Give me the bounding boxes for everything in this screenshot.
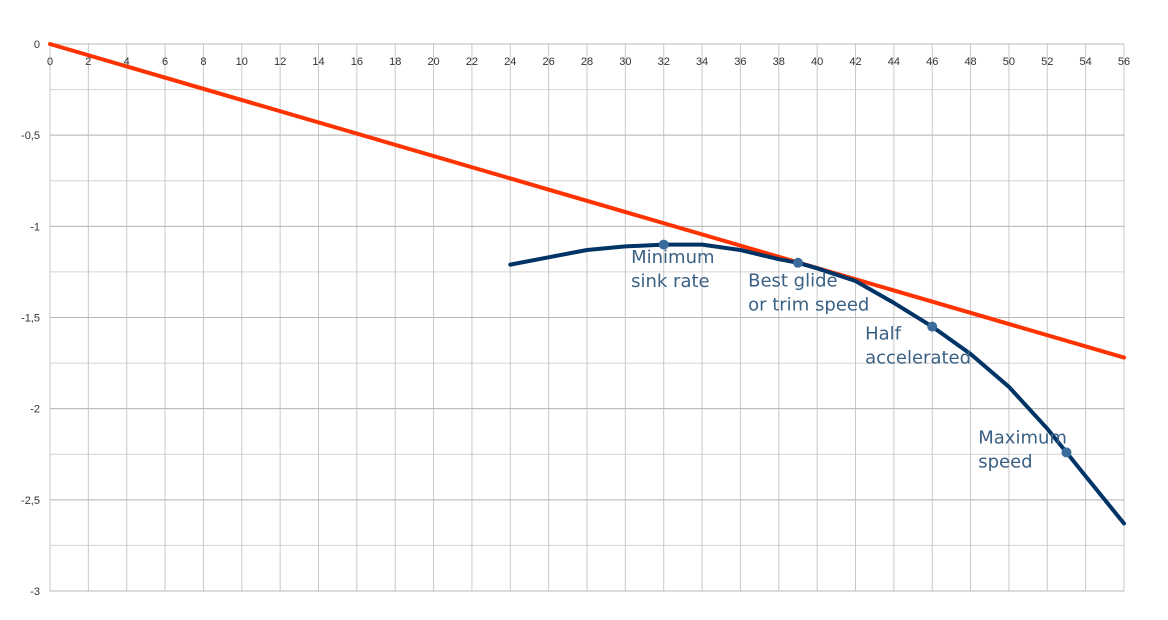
x-tick-label: 2 [85,56,91,68]
x-tick-label: 8 [200,56,206,68]
tangent-line [48,42,1126,360]
x-tick-label: 44 [888,56,900,68]
x-tick-label: 26 [543,56,555,68]
x-tick-label: 46 [926,56,938,68]
polar-curve [508,242,1126,526]
annotation-label: speed [978,451,1032,472]
annotation-label: Maximum [978,427,1067,448]
x-tick-label: 34 [696,56,708,68]
x-tick-label: 38 [773,56,785,68]
major-gridlines [49,43,1125,592]
x-tick-label: 56 [1118,56,1130,68]
x-tick-label: 14 [312,56,324,68]
annotation-label: Minimum [631,247,714,268]
data-point [927,321,938,332]
y-tick-label: -2 [30,404,40,416]
annotation-label: or trim speed [748,295,869,316]
annotation-label: sink rate [631,271,710,292]
annotations: Minimum sink rate Best glide or trim speed H… [631,247,1067,473]
x-tick-label: 30 [619,56,631,68]
y-tick-label: -3 [30,586,40,598]
data-point [792,257,803,268]
x-tick-label: 28 [581,56,593,68]
data-series [48,42,1126,526]
x-tick-label: 54 [1080,56,1092,68]
annotation-label: Half [865,323,902,344]
x-tick-label: 22 [466,56,478,68]
x-tick-label: 42 [849,56,861,68]
y-tick-label: -1 [30,221,40,233]
x-tick-label: 12 [274,56,286,68]
y-tick-label: -2,5 [21,495,40,507]
annotation-label: accelerated [865,347,971,368]
x-tick-label: 18 [389,56,401,68]
x-tick-label: 4 [124,56,130,68]
data-point [658,239,669,250]
annotation-label: Best glide [748,271,838,292]
x-axis-tick-labels: 0 2 4 6 8 10 12 14 16 18 20 22 24 26 28 30 32 34 36 38 40 42 4… [47,56,1130,68]
x-tick-label: 50 [1003,56,1015,68]
y-tick-label: -1,5 [21,313,40,325]
x-tick-label: 16 [351,56,363,68]
x-tick-label: 48 [964,56,976,68]
data-markers [658,239,1072,458]
x-tick-label: 6 [162,56,168,68]
x-tick-label: 24 [504,56,516,68]
x-tick-label: 0 [47,56,53,68]
x-tick-label: 10 [236,56,248,68]
data-point [1061,447,1072,458]
x-tick-label: 20 [427,56,439,68]
y-tick-label: -0,5 [21,130,40,142]
x-tick-label: 52 [1041,56,1053,68]
x-tick-label: 40 [811,56,823,68]
x-tick-label: 32 [658,56,670,68]
y-axis-tick-labels: 0 -0,5 -1 -1,5 -2 -2,5 -3 [21,39,40,598]
x-tick-label: 36 [734,56,746,68]
y-tick-label: 0 [34,39,40,51]
